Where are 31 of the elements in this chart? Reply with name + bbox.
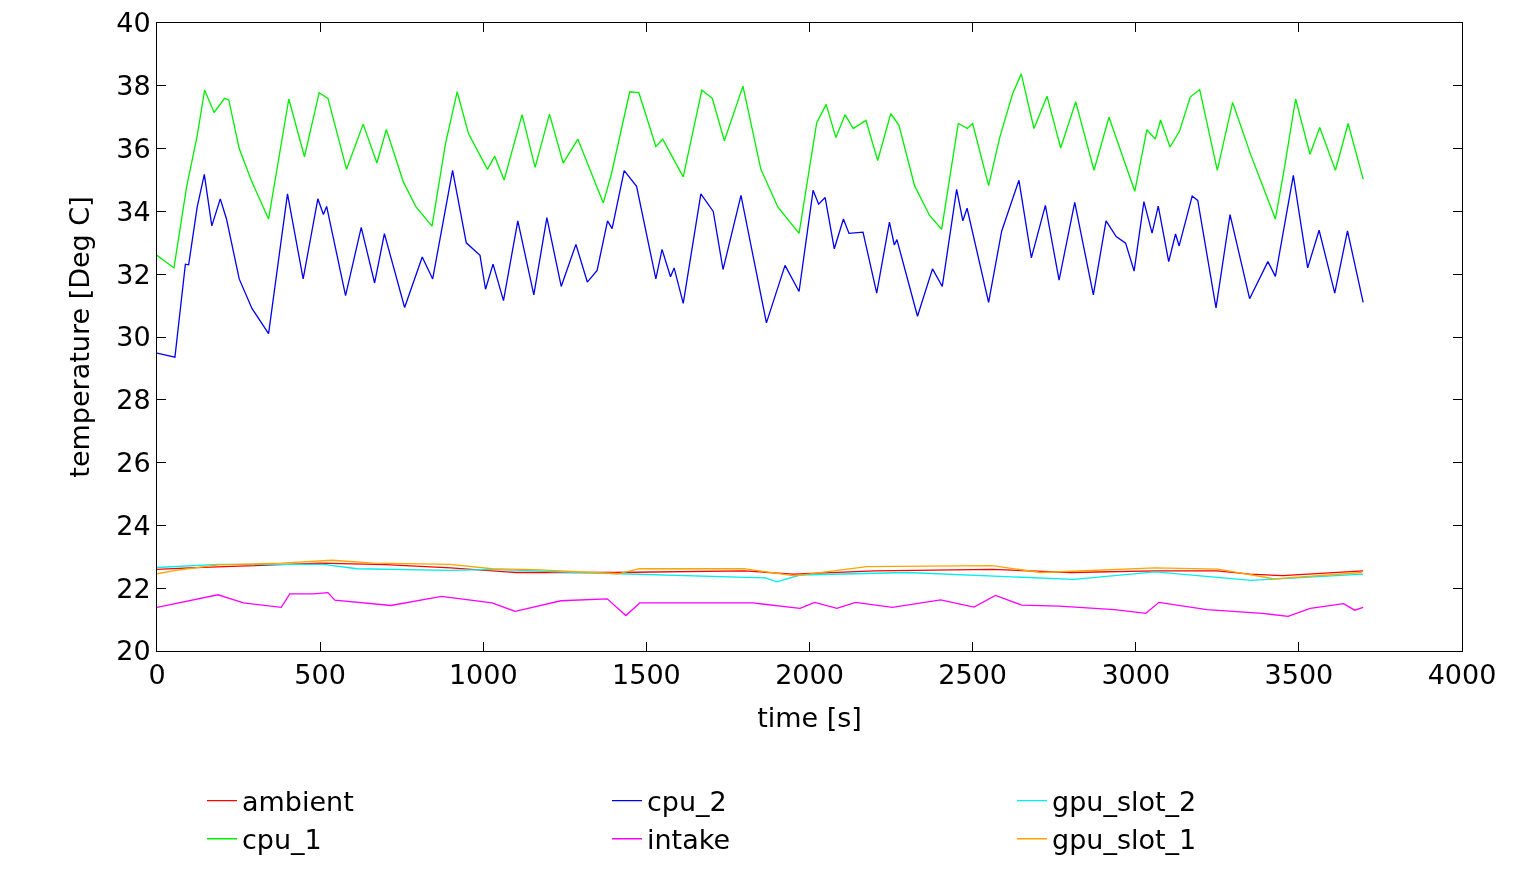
legend-label: intake [647,824,731,856]
x-axis-title: time [s] [757,701,862,733]
legend-label: cpu_2 [647,786,727,818]
line-series [157,73,1364,269]
x-tick-label: 500 [294,659,346,691]
y-tick-label: 28 [116,384,151,416]
y-tick-label: 20 [116,635,151,667]
x-tick-label: 3500 [1264,659,1334,691]
y-tick-label: 26 [116,447,151,479]
line-series [157,169,1364,358]
y-tick-label: 34 [116,195,151,227]
x-tick-label: 1000 [448,659,518,691]
y-tick-label: 24 [116,509,151,541]
legend-label: gpu_slot_1 [1052,824,1197,856]
legend-label: gpu_slot_2 [1052,786,1197,818]
legend-label: ambient [242,786,354,818]
y-axis-title: temperature [Deg C] [64,196,96,478]
y-tick-label: 32 [116,258,151,290]
y-tick-label: 30 [116,321,151,353]
y-tick-label: 36 [116,133,151,165]
x-tick-label: 2500 [938,659,1007,691]
x-tick-label: 4000 [1427,659,1497,691]
y-tick-label: 22 [116,572,151,604]
y-tick-label: 38 [116,70,151,102]
x-tick-label: 1500 [612,659,681,691]
x-tick-label: 2000 [775,659,844,691]
x-tick-label: 3000 [1101,659,1171,691]
x-tick-label: 0 [148,659,166,691]
line-series [157,591,1364,618]
legend-label: cpu_1 [242,824,322,856]
y-tick-label: 40 [116,7,151,39]
